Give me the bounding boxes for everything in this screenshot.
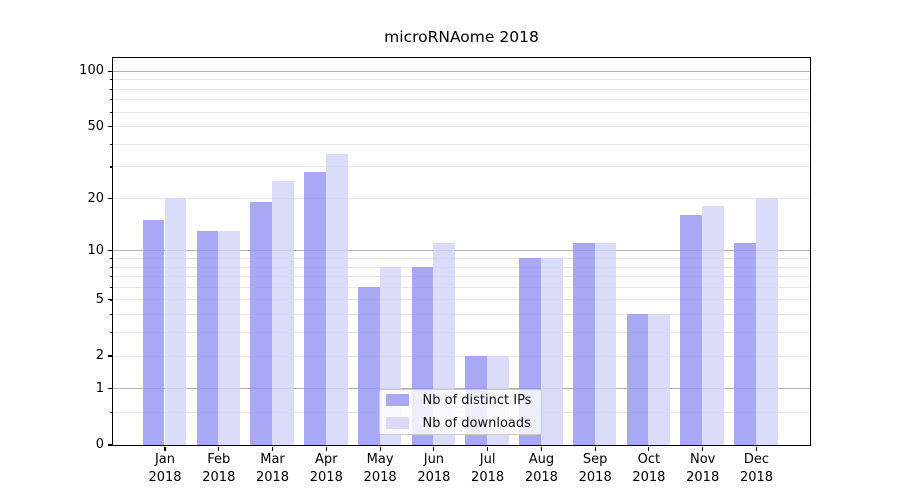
y-tick-label-10: 10 — [87, 242, 104, 258]
minor-gridline-4 — [112, 314, 810, 316]
x-tick-label-apr: Apr 2018 — [309, 452, 343, 485]
y-minor-tick-mark-0.5 — [110, 411, 113, 413]
minor-gridline-20 — [112, 198, 810, 199]
chart-title: microRNAome 2018 — [384, 28, 539, 46]
legend: Nb of distinct IPs Nb of downloads — [378, 388, 542, 435]
x-tick-mark-feb — [218, 446, 220, 451]
y-minor-tick-mark-3 — [110, 332, 113, 334]
bar-feb-downloads — [218, 230, 241, 445]
bar-dec-downloads — [756, 198, 778, 445]
y-minor-tick-mark-70 — [110, 99, 113, 101]
y-minor-tick-mark-6 — [110, 286, 113, 289]
bar-jan-downloads — [164, 198, 187, 445]
y-tick-label-20: 20 — [87, 190, 104, 206]
x-tick-mark-oct — [648, 446, 650, 451]
y-minor-tick-mark-80 — [110, 88, 113, 90]
x-tick-mark-apr — [325, 446, 327, 451]
x-tick-mark-dec — [755, 446, 758, 451]
minor-gridline-90 — [112, 79, 810, 81]
minor-gridline-50 — [112, 126, 810, 128]
bar-nov-downloads — [702, 206, 724, 445]
x-tick-mark-aug — [540, 446, 542, 451]
bar-oct-downloads — [648, 314, 671, 445]
minor-gridline-9 — [112, 258, 810, 259]
x-tick-label-dec: Dec 2018 — [739, 452, 774, 485]
y-tick-label-100: 100 — [79, 63, 104, 79]
major-gridline-100 — [112, 70, 810, 72]
x-tick-mark-may — [379, 446, 381, 451]
legend-label-downloads: Nb of downloads — [422, 415, 531, 431]
minor-gridline-5 — [112, 299, 810, 301]
minor-gridline-7 — [112, 276, 810, 278]
y-minor-tick-mark-60 — [110, 111, 113, 113]
y-minor-tick-mark-90 — [110, 79, 113, 81]
minor-gridline-40 — [112, 143, 810, 145]
y-tick-mark-10 — [108, 250, 113, 252]
x-tick-label-sep: Sep 2018 — [578, 452, 612, 485]
x-tick-label-aug: Aug 2018 — [524, 452, 558, 485]
plot-area: Nb of distinct IPs Nb of downloads — [111, 56, 811, 446]
x-tick-mark-mar — [271, 446, 274, 451]
bar-aug-downloads — [540, 258, 563, 445]
x-tick-label-feb: Feb 2018 — [202, 452, 236, 485]
minor-gridline-70 — [112, 99, 810, 101]
bar-apr-downloads — [325, 154, 348, 445]
legend-item-distinct-ips: Nb of distinct IPs — [385, 392, 541, 408]
minor-gridline-2 — [112, 355, 810, 357]
minor-gridline-8 — [112, 266, 810, 268]
y-minor-tick-mark-9 — [110, 258, 113, 260]
y-tick-label-5: 5 — [95, 291, 104, 307]
x-tick-label-may: May 2018 — [363, 452, 397, 485]
y-minor-tick-mark-8 — [110, 266, 113, 268]
x-tick-label-jun: Jun 2018 — [417, 452, 451, 485]
minor-gridline-80 — [112, 88, 810, 90]
legend-swatch-distinct-ips — [385, 394, 409, 406]
bar-sep-downloads — [594, 243, 617, 445]
y-minor-tick-mark-4 — [110, 314, 113, 316]
bar-mar-ips — [250, 201, 272, 445]
y-minor-tick-mark-5 — [110, 299, 113, 301]
bar-oct-ips — [626, 314, 649, 445]
legend-item-downloads: Nb of downloads — [385, 415, 541, 431]
x-tick-label-mar: Mar 2018 — [255, 452, 290, 485]
x-tick-mark-sep — [594, 446, 596, 451]
minor-gridline-60 — [112, 111, 810, 113]
bar-nov-ips — [680, 215, 703, 445]
bar-dec-ips — [734, 243, 756, 445]
x-tick-label-jan: Jan 2018 — [148, 452, 182, 485]
minor-gridline-30 — [112, 166, 810, 168]
y-tick-label-50: 50 — [87, 118, 104, 134]
x-tick-mark-nov — [702, 446, 704, 451]
x-tick-mark-jun — [433, 446, 435, 451]
x-tick-mark-jul — [487, 446, 489, 451]
bar-may-ips — [357, 286, 380, 445]
y-minor-tick-mark-40 — [110, 143, 113, 145]
minor-gridline-6 — [112, 286, 810, 288]
x-tick-mark-jan — [164, 446, 166, 451]
bar-mar-downloads — [272, 180, 294, 445]
legend-label-distinct-ips: Nb of distinct IPs — [422, 392, 532, 408]
x-tick-label-jul: Jul 2018 — [471, 452, 505, 485]
y-tick-mark-1 — [108, 388, 113, 390]
y-minor-tick-mark-30 — [110, 166, 113, 168]
y-minor-tick-mark-20 — [110, 198, 113, 200]
major-gridline-10 — [112, 250, 810, 252]
y-tick-label-0: 0 — [95, 437, 104, 452]
y-tick-label-1: 1 — [95, 380, 104, 396]
bar-sep-ips — [572, 243, 595, 445]
legend-swatch-downloads — [385, 417, 409, 429]
y-minor-tick-mark-7 — [110, 276, 113, 278]
minor-gridline-3 — [112, 332, 810, 334]
y-tick-label-2: 2 — [95, 348, 104, 363]
y-tick-mark-0 — [108, 444, 113, 446]
bar-feb-ips — [196, 230, 219, 445]
bar-apr-ips — [304, 171, 326, 445]
y-minor-tick-mark-2 — [110, 355, 113, 357]
y-minor-tick-mark-50 — [110, 126, 113, 128]
x-tick-label-nov: Nov 2018 — [686, 452, 720, 485]
bar-jan-ips — [142, 220, 165, 445]
x-tick-label-oct: Oct 2018 — [632, 452, 666, 485]
y-tick-mark-100 — [108, 70, 113, 72]
